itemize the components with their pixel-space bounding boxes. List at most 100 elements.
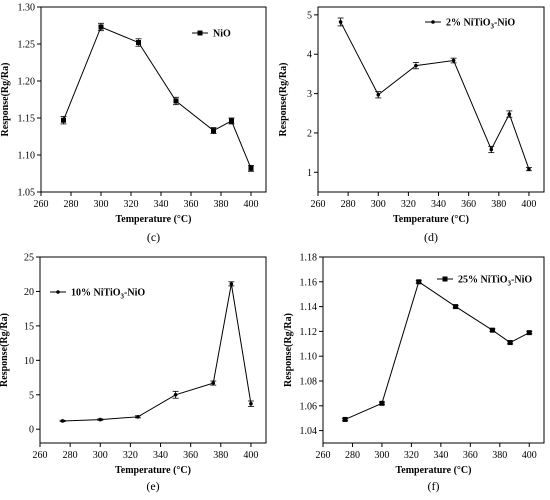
y-tick-label: 1: [307, 168, 312, 179]
x-axis-label: Temperature (°C): [396, 465, 472, 476]
panel-label: (f): [428, 479, 440, 493]
x-tick-label: 340: [433, 450, 448, 461]
data-point: [527, 167, 531, 171]
y-tick-label: 1.15: [18, 114, 36, 125]
chart-panel-1: 260 280 300 320 340 360 380 400 1.05 1.10 1.15 1.20…: [0, 3, 267, 244]
x-tick-label: 300: [371, 199, 386, 210]
y-axis-label: Response(Rg/Ra): [278, 63, 289, 137]
x-tick-label: 400: [522, 450, 537, 461]
plot-frame: [39, 256, 267, 444]
legend: 10% NiTiO3-NiO: [50, 288, 145, 301]
plot-frame: [40, 6, 267, 193]
data-point: [211, 381, 216, 385]
data-point: [489, 327, 495, 333]
y-axis-label: Response(Rg/Ra): [0, 63, 11, 137]
data-point: [416, 279, 422, 285]
legend-marker: [197, 30, 203, 36]
x-tick-label: 340: [431, 199, 446, 210]
x-tick-label: 360: [463, 450, 478, 461]
legend-marker: [442, 276, 448, 282]
data-point: [229, 118, 234, 124]
y-tick-label: 0: [29, 425, 34, 436]
data-point: [414, 63, 418, 68]
x-tick-label: 320: [404, 450, 419, 461]
x-tick-label: 260: [33, 450, 48, 461]
data-point: [229, 282, 234, 286]
y-tick-label: 4: [307, 50, 312, 61]
data-point: [507, 112, 512, 116]
x-axis-label: Temperature (°C): [115, 465, 191, 476]
x-tick-label: 400: [521, 199, 536, 210]
y-tick-label: 5: [307, 10, 312, 21]
x-tick-label: 280: [341, 199, 356, 210]
y-tick-label: 1.16: [300, 277, 318, 288]
data-point: [489, 147, 494, 152]
x-tick-label: 320: [123, 450, 138, 461]
x-tick-label: 360: [184, 199, 199, 210]
chart-panel-3: 260 280 300 320 340 360 380 400 0 5 10 15 20 25 Temper…: [0, 253, 267, 493]
panel-label: (e): [146, 479, 159, 493]
x-tick-label: 380: [214, 199, 229, 210]
data-point: [136, 40, 141, 46]
x-tick-label: 300: [94, 199, 109, 210]
data-point: [98, 24, 104, 30]
y-axis-label: Response(Rg/Ra): [0, 313, 10, 387]
panel-label: (c): [147, 230, 160, 244]
x-tick-label: 380: [213, 450, 228, 461]
x-tick-label: 360: [461, 199, 476, 210]
legend-marker: [56, 290, 60, 294]
y-tick-label: 10: [24, 356, 34, 367]
data-point: [376, 92, 381, 97]
chart-panel-2: 260 280 300 320 340 360 380 400 1 2 3 4 5 Temperature…: [278, 6, 545, 244]
x-axis-label: Temperature (°C): [116, 214, 192, 225]
data-point: [173, 98, 179, 104]
data-point: [379, 400, 385, 406]
x-tick-label: 280: [63, 450, 78, 461]
x-tick-label: 340: [153, 450, 168, 461]
x-axis-label: Temperature (°C): [393, 214, 469, 225]
data-point: [61, 117, 66, 123]
legend-label: 25% NiTiO3-NiO: [458, 275, 532, 288]
y-tick-label: 25: [24, 253, 34, 264]
x-tick-label: 300: [374, 450, 389, 461]
y-tick-label: 1.10: [18, 151, 36, 162]
y-axis-label: Response(Rg/Ra): [283, 313, 294, 387]
x-tick-label: 320: [401, 199, 416, 210]
x-tick-label: 380: [492, 450, 507, 461]
data-point: [60, 419, 65, 423]
series-line: [62, 283, 252, 422]
data-point: [173, 392, 178, 397]
y-tick-label: 1.18: [300, 253, 318, 264]
y-tick-label: 2: [307, 128, 312, 139]
x-tick-label: 400: [244, 199, 259, 210]
series-line: [344, 281, 530, 420]
y-tick-label: 1.20: [18, 77, 36, 88]
x-tick-label: 300: [93, 450, 108, 461]
y-tick-label: 1.04: [300, 426, 318, 437]
y-tick-label: 15: [24, 321, 34, 332]
x-tick-label: 400: [243, 450, 258, 461]
data-point: [136, 415, 140, 419]
y-tick-label: 1.30: [18, 3, 36, 14]
x-tick-label: 380: [491, 199, 506, 210]
x-tick-label: 320: [124, 199, 139, 210]
x-tick-label: 280: [64, 199, 79, 210]
chart-panel-4: 260 280 300 320 340 360 380 400 1.04 1.06 1.08 1.10…: [283, 253, 545, 493]
legend-marker: [431, 20, 435, 24]
legend-label: NiO: [213, 29, 231, 40]
x-tick-label: 340: [154, 199, 169, 210]
series-line: [340, 21, 530, 170]
y-tick-label: 1.12: [300, 327, 318, 338]
y-tick-label: 1.25: [18, 40, 36, 51]
data-point: [249, 401, 253, 406]
legend: NiO: [192, 29, 231, 40]
data-point: [451, 58, 456, 63]
data-point: [507, 340, 513, 346]
data-point: [98, 417, 103, 422]
legend-label: 2% NiTiO3-NiO: [446, 18, 515, 31]
data-point: [453, 304, 459, 310]
data-point: [248, 165, 254, 171]
x-tick-label: 360: [183, 450, 198, 461]
data-point: [211, 128, 216, 134]
